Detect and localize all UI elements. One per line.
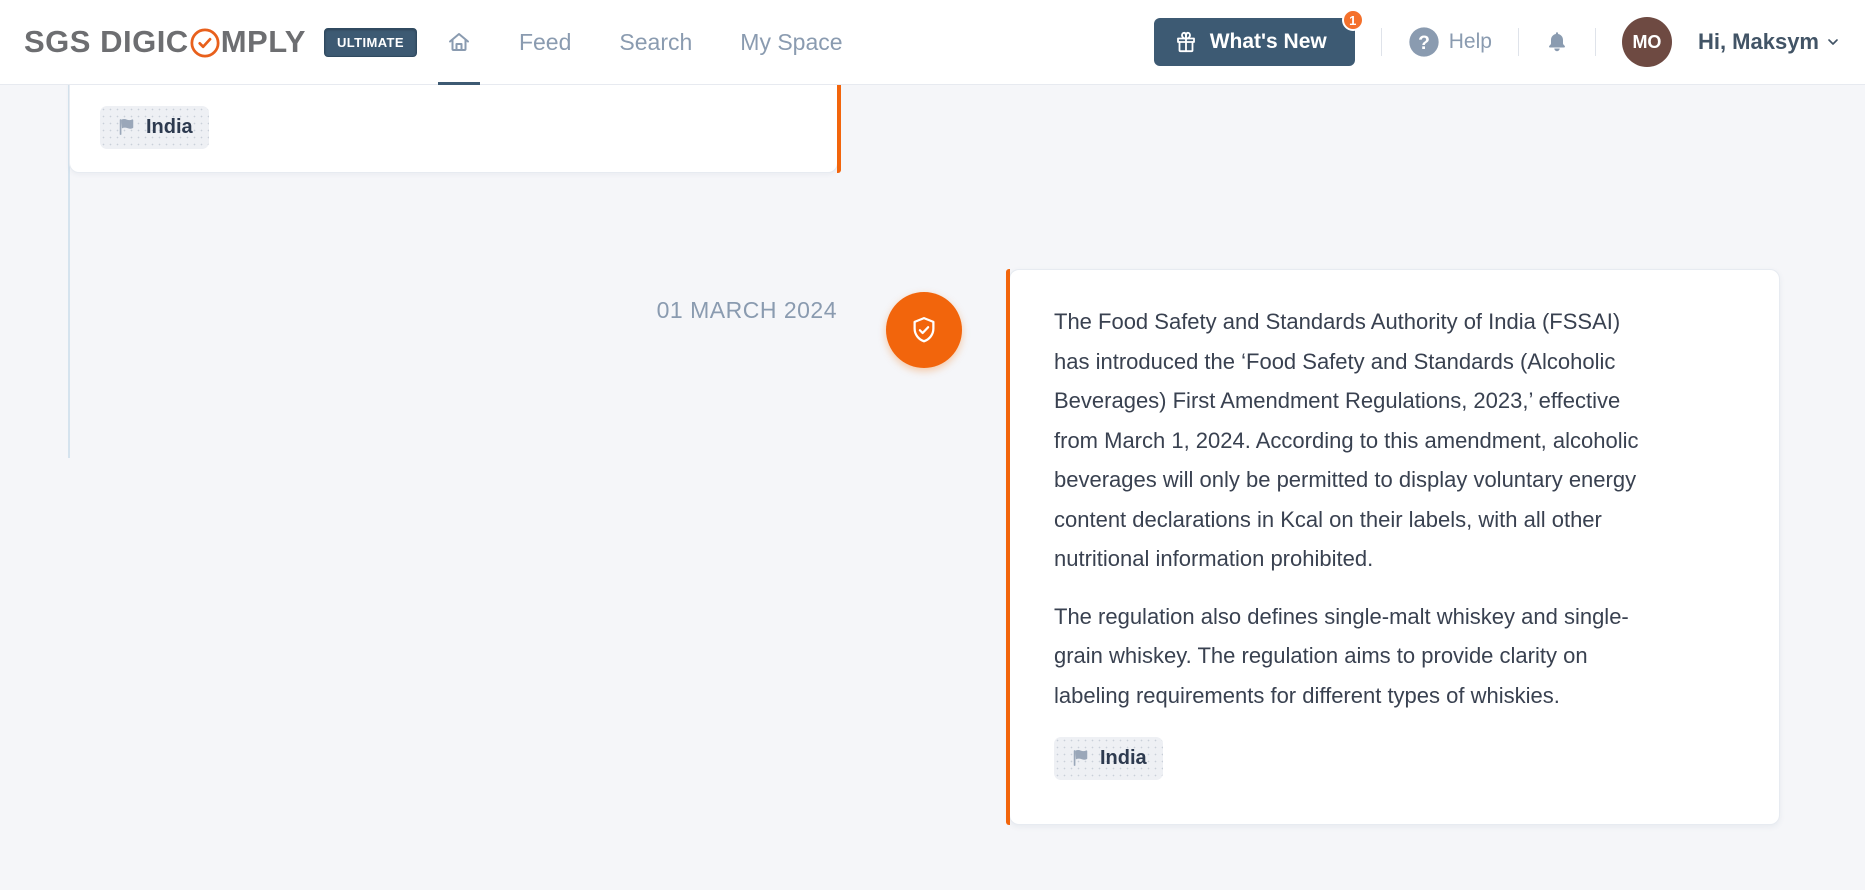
svg-text:?: ? xyxy=(1418,33,1430,54)
